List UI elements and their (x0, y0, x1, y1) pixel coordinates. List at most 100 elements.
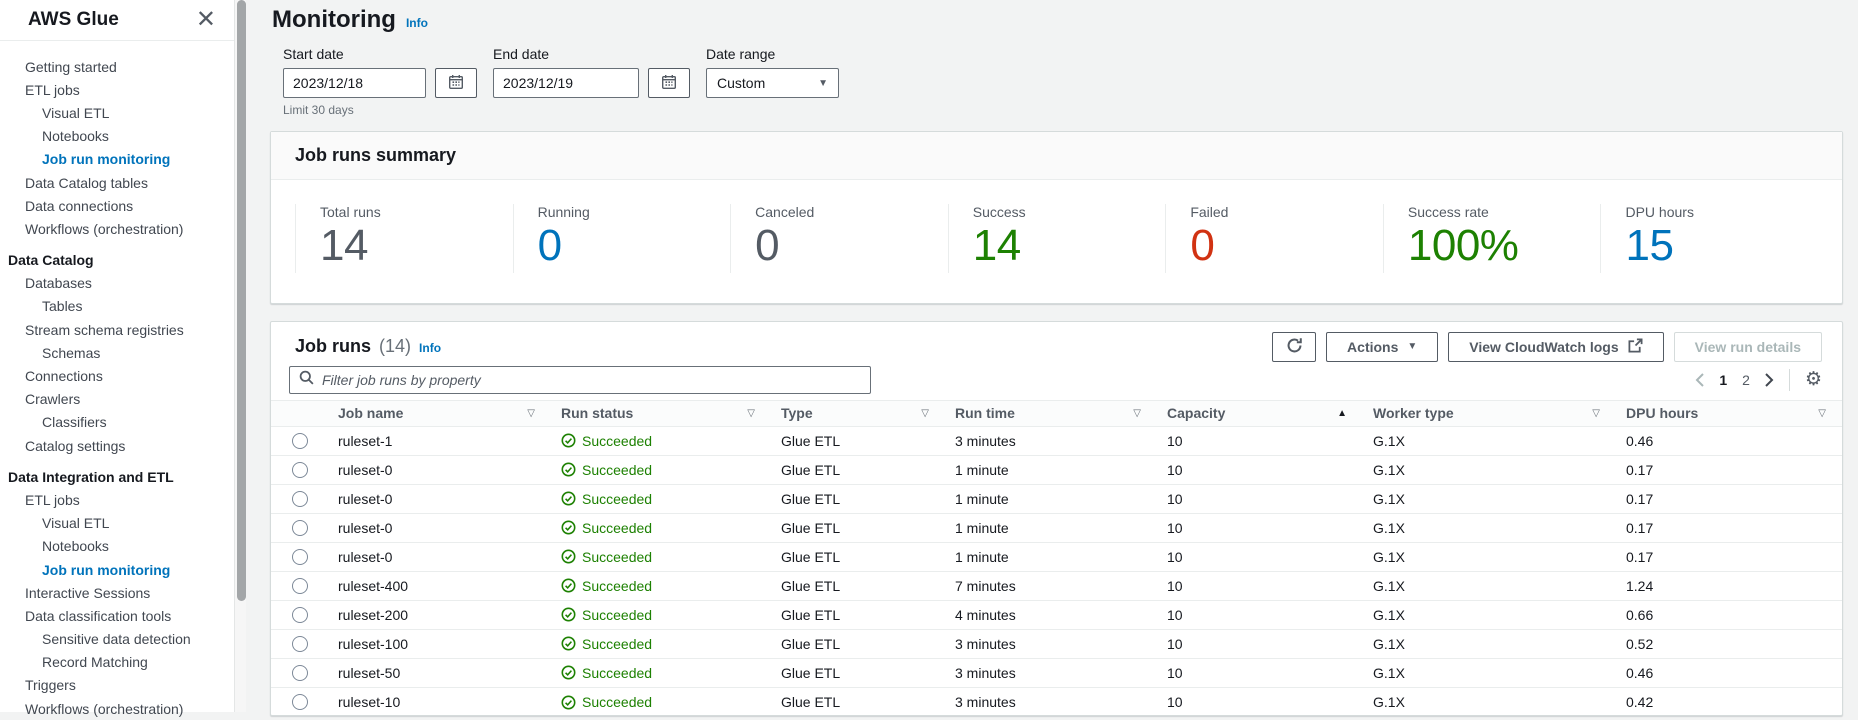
run-time-cell: 3 minutes (955, 635, 1016, 652)
sidebar: AWS Glue ✕ Getting started ETL jobs Visu… (0, 0, 234, 717)
column-header[interactable]: Job name ▽ (328, 405, 551, 421)
row-select-radio[interactable] (291, 548, 308, 565)
sidebar-item[interactable]: Data connections (0, 194, 234, 217)
run-time-cell: 1 minute (955, 548, 1009, 565)
sidebar-item[interactable]: Sensitive data detection (0, 628, 234, 651)
table-row[interactable]: ruleset-200 Succeeded Glue ETL 4 minutes (271, 601, 1842, 630)
sort-icon[interactable]: ▽ (1818, 407, 1826, 419)
row-select-radio[interactable] (291, 519, 308, 536)
sort-icon[interactable]: ▽ (1592, 407, 1600, 419)
run-status-cell: Succeeded (551, 491, 771, 507)
view-run-details-button[interactable]: View run details (1673, 331, 1822, 362)
table-row[interactable]: ruleset-10 Succeeded Glue ETL 3 minutes … (271, 688, 1842, 715)
sort-ascending-icon[interactable]: ▲ (1337, 407, 1347, 419)
sidebar-item[interactable]: Connections (0, 364, 234, 387)
sidebar-item[interactable]: Notebooks (0, 535, 234, 558)
sidebar-item-label: ETL jobs (25, 491, 80, 508)
sidebar-item[interactable]: Data Catalog tables (0, 171, 234, 194)
sidebar-item[interactable]: Getting started (0, 55, 234, 78)
row-select-radio[interactable] (291, 694, 308, 711)
sort-icon[interactable]: ▽ (1133, 407, 1141, 419)
close-icon[interactable]: ✕ (195, 6, 216, 33)
refresh-button[interactable] (1272, 331, 1317, 362)
sidebar-item[interactable]: Schemas (0, 341, 234, 364)
column-header[interactable]: Run status ▽ (551, 405, 771, 421)
dpu-hours-cell: 0.17 (1626, 461, 1654, 478)
column-header[interactable]: DPU hours ▽ (1616, 405, 1842, 421)
start-date-calendar-button[interactable] (435, 68, 477, 98)
table-row[interactable]: ruleset-100 Succeeded Glue ETL 3 minutes (271, 630, 1842, 659)
row-select-radio[interactable] (291, 635, 308, 652)
column-header[interactable]: Worker type ▽ (1363, 405, 1616, 421)
start-date-input[interactable] (283, 68, 426, 98)
row-select-radio[interactable] (291, 606, 308, 623)
page-info-link[interactable]: Info (405, 16, 428, 30)
sidebar-item[interactable]: Stream schema registries (0, 318, 234, 341)
sidebar-item[interactable]: Data classification tools (0, 604, 234, 627)
sidebar-item[interactable]: Job run monitoring (0, 558, 234, 581)
table-row[interactable]: ruleset-400 Succeeded Glue ETL 7 minutes (271, 572, 1842, 601)
job-runs-info-link[interactable]: Info (419, 341, 442, 356)
capacity-cell: 10 (1167, 548, 1183, 565)
page-number[interactable]: 2 (1742, 371, 1750, 388)
metric-label: Failed (1190, 204, 1229, 220)
sidebar-item-label: Data Integration and ETL (8, 468, 174, 485)
sidebar-item[interactable]: Visual ETL (0, 101, 234, 124)
column-header[interactable]: Run time ▽ (945, 405, 1157, 421)
settings-gear-icon[interactable]: ⚙ (1804, 369, 1822, 391)
actions-button[interactable]: Actions ▼ (1326, 331, 1439, 362)
sidebar-item[interactable]: Data Catalog (0, 249, 234, 272)
sidebar-item[interactable]: Workflows (orchestration) (0, 697, 234, 720)
column-header[interactable]: Type ▽ (771, 405, 945, 421)
filter-input[interactable] (322, 371, 861, 388)
column-header[interactable]: Capacity ▲ (1157, 405, 1363, 421)
row-select-radio[interactable] (291, 432, 308, 449)
sidebar-item[interactable]: Job run monitoring (0, 148, 234, 171)
table-row[interactable]: ruleset-50 Succeeded Glue ETL 3 minutes … (271, 659, 1842, 688)
view-cloudwatch-logs-button[interactable]: View CloudWatch logs (1448, 331, 1664, 362)
sidebar-item[interactable]: Record Matching (0, 651, 234, 674)
sidebar-item[interactable]: Data Integration and ETL (0, 465, 234, 488)
job-runs-table: Job name ▽ Run status ▽ Type ▽ Run time ▽ Capaci… (271, 399, 1842, 715)
row-select-radio[interactable] (291, 577, 308, 594)
sort-icon[interactable]: ▽ (747, 407, 755, 419)
row-select-radio[interactable] (291, 490, 308, 507)
sidebar-item-label: Getting started (25, 58, 117, 75)
table-row[interactable]: ruleset-0 Succeeded Glue ETL 1 minute 10 (271, 456, 1842, 485)
table-row[interactable]: ruleset-0 Succeeded Glue ETL 1 minute 10 (271, 485, 1842, 514)
sidebar-item[interactable]: Catalog settings (0, 434, 234, 457)
sort-icon[interactable]: ▽ (921, 407, 929, 419)
sidebar-item[interactable]: Interactive Sessions (0, 581, 234, 604)
sidebar-item[interactable]: Databases (0, 272, 234, 295)
worker-type-cell: G.1X (1373, 490, 1405, 507)
table-row[interactable]: ruleset-0 Succeeded Glue ETL 1 minute 10 (271, 543, 1842, 572)
sidebar-item-label: Data classification tools (25, 607, 172, 624)
next-page-icon[interactable] (1765, 373, 1774, 387)
sidebar-item[interactable]: Visual ETL (0, 512, 234, 535)
sidebar-scrollbar-thumb[interactable] (236, 0, 246, 601)
sidebar-item[interactable]: Crawlers (0, 388, 234, 411)
previous-page-icon[interactable] (1695, 373, 1705, 387)
table-row[interactable]: ruleset-0 Succeeded Glue ETL 1 minute 10 (271, 514, 1842, 543)
row-select-radio[interactable] (291, 461, 308, 478)
table-row[interactable]: ruleset-1 Succeeded Glue ETL 3 minutes 1… (271, 427, 1842, 456)
sidebar-item[interactable]: Workflows (orchestration) (0, 217, 234, 240)
date-range-select[interactable]: Custom ▼ (706, 68, 839, 98)
sidebar-item[interactable]: Classifiers (0, 411, 234, 434)
sidebar-item[interactable]: Tables (0, 295, 234, 318)
end-date-calendar-button[interactable] (648, 68, 690, 98)
sidebar-item-label: Data Catalog (8, 252, 94, 269)
sidebar-item[interactable]: ETL jobs (0, 78, 234, 101)
sidebar-item[interactable]: Notebooks (0, 125, 234, 148)
dpu-hours-cell: 0.52 (1626, 635, 1654, 652)
sort-icon[interactable]: ▽ (527, 407, 535, 419)
row-select-radio[interactable] (291, 664, 308, 681)
sidebar-item-label: Workflows (orchestration) (25, 220, 184, 237)
page-number[interactable]: 1 (1719, 371, 1728, 388)
end-date-label: End date (493, 46, 550, 62)
sidebar-item[interactable]: Triggers (0, 674, 234, 697)
sidebar-scrollbar[interactable] (234, 0, 246, 712)
sidebar-item[interactable]: ETL jobs (0, 488, 234, 511)
end-date-input[interactable] (493, 68, 639, 98)
row-select-cell (271, 694, 328, 711)
